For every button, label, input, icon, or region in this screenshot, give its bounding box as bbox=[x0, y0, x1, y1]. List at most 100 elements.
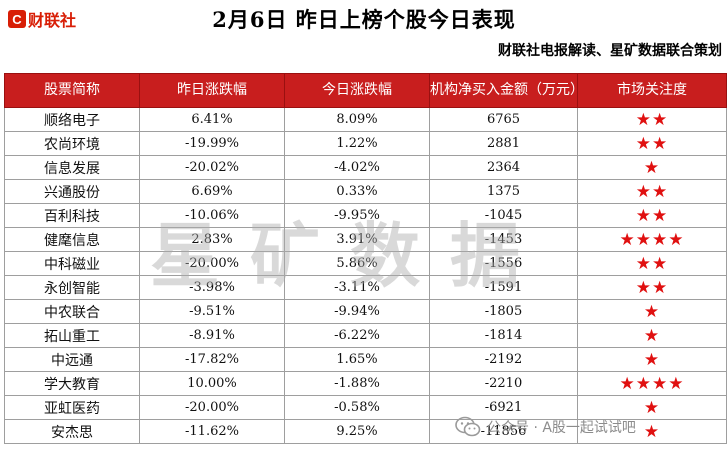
cell-net-buy: -2192 bbox=[429, 347, 578, 372]
cell-net-buy: 6765 bbox=[429, 107, 578, 132]
table-row: 百利科技 -10.06% -9.95% -1045 ★★ bbox=[4, 203, 727, 228]
cell-net-buy: 1375 bbox=[429, 179, 578, 204]
cell-net-buy: 2364 bbox=[429, 155, 578, 180]
cell-yesterday: -20.00% bbox=[139, 395, 285, 420]
column-header-yesterday: 昨日涨跌幅 bbox=[139, 73, 285, 108]
table-row: 中远通 -17.82% 1.65% -2192 ★ bbox=[4, 347, 727, 372]
table-row: 安杰思 -11.62% 9.25% -11856 ★ bbox=[4, 419, 727, 444]
cell-name: 健麾信息 bbox=[4, 227, 140, 252]
cell-net-buy: -1591 bbox=[429, 275, 578, 300]
cell-name: 兴通股份 bbox=[4, 179, 140, 204]
cell-today: -3.11% bbox=[284, 275, 430, 300]
cell-net-buy: -1556 bbox=[429, 251, 578, 276]
cell-yesterday: -17.82% bbox=[139, 347, 285, 372]
cell-name: 学大教育 bbox=[4, 371, 140, 396]
cell-today: 8.09% bbox=[284, 107, 430, 132]
cell-stars: ★★★★ bbox=[577, 371, 727, 396]
cell-net-buy: -1045 bbox=[429, 203, 578, 228]
cell-yesterday: -20.00% bbox=[139, 251, 285, 276]
cell-name: 农尚环境 bbox=[4, 131, 140, 156]
cell-yesterday: -8.91% bbox=[139, 323, 285, 348]
cell-yesterday: -11.62% bbox=[139, 419, 285, 444]
cell-stars: ★ bbox=[577, 347, 727, 372]
cell-net-buy: -11856 bbox=[429, 419, 578, 444]
table-row: 永创智能 -3.98% -3.11% -1591 ★★ bbox=[4, 275, 727, 300]
cell-name: 顺络电子 bbox=[4, 107, 140, 132]
cell-yesterday: 10.00% bbox=[139, 371, 285, 396]
cell-name: 信息发展 bbox=[4, 155, 140, 180]
cell-yesterday: 6.69% bbox=[139, 179, 285, 204]
cell-net-buy: -2210 bbox=[429, 371, 578, 396]
cell-name: 永创智能 bbox=[4, 275, 140, 300]
cell-stars: ★ bbox=[577, 155, 727, 180]
cell-today: -4.02% bbox=[284, 155, 430, 180]
table-row: 信息发展 -20.02% -4.02% 2364 ★ bbox=[4, 155, 727, 180]
cell-net-buy: 2881 bbox=[429, 131, 578, 156]
cell-stars: ★★ bbox=[577, 179, 727, 204]
page-header: C 财联社 2月6日 昨日上榜个股今日表现 财联社电报解读、星矿数据联合策划 bbox=[0, 0, 728, 75]
table-body: 顺络电子 6.41% 8.09% 6765 ★★ 农尚环境 -19.99% 1.22% 2881… bbox=[4, 107, 727, 444]
cell-stars: ★ bbox=[577, 419, 727, 444]
cell-stars: ★★ bbox=[577, 203, 727, 228]
cell-net-buy: -6921 bbox=[429, 395, 578, 420]
table-row: 学大教育 10.00% -1.88% -2210 ★★★★ bbox=[4, 371, 727, 396]
logo-text: 财联社 bbox=[28, 11, 77, 30]
cell-today: 3.91% bbox=[284, 227, 430, 252]
column-header-net-buy: 机构净买入金额（万元） bbox=[429, 73, 584, 108]
cls-logo: C 财联社 bbox=[8, 9, 77, 30]
cell-yesterday: 2.83% bbox=[139, 227, 285, 252]
table-row: 顺络电子 6.41% 8.09% 6765 ★★ bbox=[4, 107, 727, 132]
cell-yesterday: 6.41% bbox=[139, 107, 285, 132]
footer-text: 公众号 · A股一起试试吧 bbox=[487, 420, 636, 436]
cell-stars: ★★ bbox=[577, 251, 727, 276]
cell-today: -1.88% bbox=[284, 371, 430, 396]
cell-name: 中科磁业 bbox=[4, 251, 140, 276]
cell-stars: ★★★★ bbox=[577, 227, 727, 252]
cell-today: 0.33% bbox=[284, 179, 430, 204]
cell-name: 拓山重工 bbox=[4, 323, 140, 348]
cell-stars: ★★ bbox=[577, 107, 727, 132]
cell-name: 安杰思 bbox=[4, 419, 140, 444]
cell-today: -9.95% bbox=[284, 203, 430, 228]
cell-stars: ★★ bbox=[577, 275, 727, 300]
table-row: 健麾信息 2.83% 3.91% -1453 ★★★★ bbox=[4, 227, 727, 252]
cell-yesterday: -9.51% bbox=[139, 299, 285, 324]
page-subtitle: 财联社电报解读、星矿数据联合策划 bbox=[498, 43, 722, 59]
stock-table: 股票简称 昨日涨跌幅 今日涨跌幅 机构净买入金额（万元） 市场关注度 顺络电子 6… bbox=[4, 73, 727, 444]
cell-yesterday: -10.06% bbox=[139, 203, 285, 228]
cell-stars: ★ bbox=[577, 395, 727, 420]
table-row: 农尚环境 -19.99% 1.22% 2881 ★★ bbox=[4, 131, 727, 156]
logo-badge-icon: C bbox=[8, 10, 26, 28]
cell-today: 5.86% bbox=[284, 251, 430, 276]
cell-net-buy: -1453 bbox=[429, 227, 578, 252]
cell-yesterday: -19.99% bbox=[139, 131, 285, 156]
table-row: 亚虹医药 -20.00% -0.58% -6921 ★ bbox=[4, 395, 727, 420]
cell-net-buy: -1814 bbox=[429, 323, 578, 348]
table-row: 拓山重工 -8.91% -6.22% -1814 ★ bbox=[4, 323, 727, 348]
cell-yesterday: -3.98% bbox=[139, 275, 285, 300]
cell-stars: ★★ bbox=[577, 131, 727, 156]
table-row: 中农联合 -9.51% -9.94% -1805 ★ bbox=[4, 299, 727, 324]
table-header-row: 股票简称 昨日涨跌幅 今日涨跌幅 机构净买入金额（万元） 市场关注度 bbox=[4, 73, 727, 108]
cell-net-buy: -1805 bbox=[429, 299, 578, 324]
cell-stars: ★ bbox=[577, 299, 727, 324]
cell-stars: ★ bbox=[577, 323, 727, 348]
cell-today: 1.65% bbox=[284, 347, 430, 372]
column-header-name: 股票简称 bbox=[4, 73, 140, 108]
wechat-icon bbox=[455, 416, 481, 437]
column-header-attention: 市场关注度 bbox=[577, 73, 727, 108]
cell-today: -6.22% bbox=[284, 323, 430, 348]
wechat-footer: 公众号 · A股一起试试吧 bbox=[455, 416, 636, 438]
page-title: 2月6日 昨日上榜个股今日表现 bbox=[212, 7, 516, 32]
cell-today: -0.58% bbox=[284, 395, 430, 420]
table-row: 兴通股份 6.69% 0.33% 1375 ★★ bbox=[4, 179, 727, 204]
cell-today: 1.22% bbox=[284, 131, 430, 156]
cell-today: 9.25% bbox=[284, 419, 430, 444]
cell-today: -9.94% bbox=[284, 299, 430, 324]
cell-yesterday: -20.02% bbox=[139, 155, 285, 180]
cell-name: 亚虹医药 bbox=[4, 395, 140, 420]
cell-name: 中农联合 bbox=[4, 299, 140, 324]
column-header-today: 今日涨跌幅 bbox=[284, 73, 430, 108]
table-row: 中科磁业 -20.00% 5.86% -1556 ★★ bbox=[4, 251, 727, 276]
cell-name: 中远通 bbox=[4, 347, 140, 372]
